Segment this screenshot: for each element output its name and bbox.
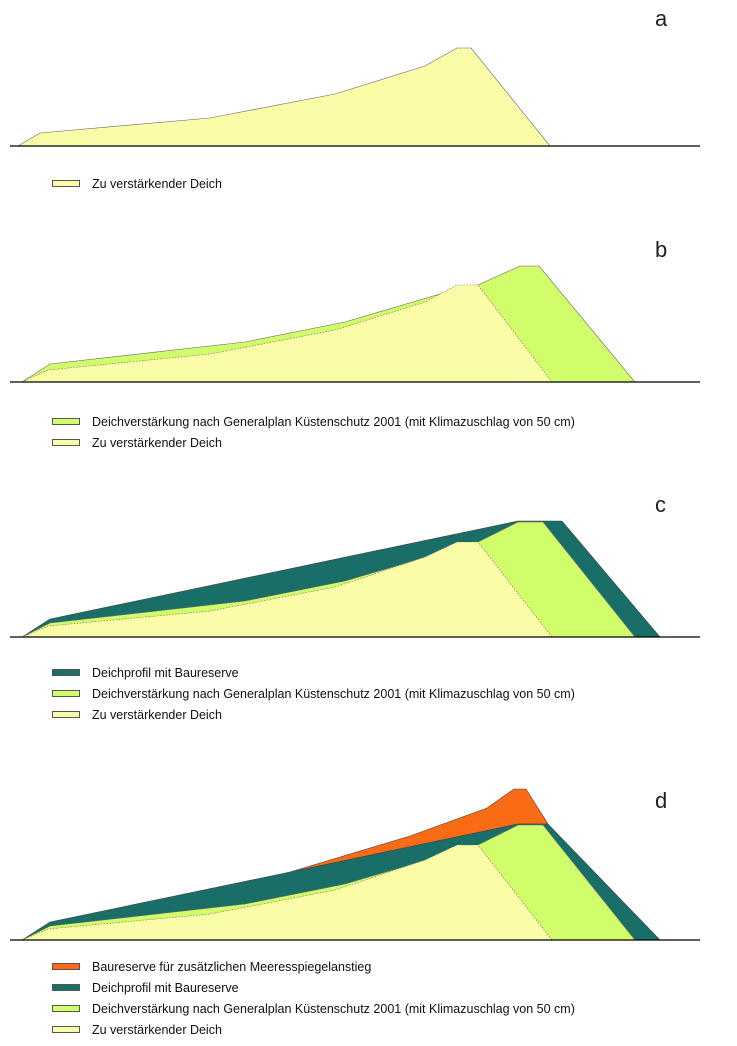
legend-c: Deichprofil mit Baureserve Deichverstärk… [52,662,575,725]
legend-item-reinforcement: Deichverstärkung nach Generalplan Küsten… [52,683,575,704]
existing-swatch [52,180,80,187]
legend-b: Deichverstärkung nach Generalplan Küsten… [52,411,575,453]
legend-a: Zu verstärkender Deich [52,173,222,194]
legend-label: Zu verstärkender Deich [92,707,222,722]
reinforcement-swatch [52,690,80,697]
existing-dike-shape [16,47,551,147]
legend-item-existing: Zu verstärkender Deich [52,1019,575,1040]
legend-item-reserve: Deichprofil mit Baureserve [52,662,575,683]
legend-item-reinforcement: Deichverstärkung nach Generalplan Küsten… [52,411,575,432]
legend-label: Zu verstärkender Deich [92,176,222,191]
panel-label-b: b [655,237,668,262]
legend-item-existing: Zu verstärkender Deich [52,432,575,453]
existing-dike-shape [21,844,553,941]
reserve-swatch [52,984,80,991]
panel-label-d: d [655,788,668,813]
dike-profile-c [10,520,700,638]
existing-swatch [52,1026,80,1033]
existing-swatch [52,439,80,446]
existing-swatch [52,711,80,718]
dike-profile-b [10,265,700,383]
legend-label: Deichverstärkung nach Generalplan Küsten… [92,414,575,429]
dike-profile-d [10,788,700,941]
legend-d: Baureserve für zusätzlichen Meeresspiege… [52,956,575,1040]
reinforcement-swatch [52,1005,80,1012]
legend-item-reinforcement: Deichverstärkung nach Generalplan Küsten… [52,998,575,1019]
legend-item-sealevel: Baureserve für zusätzlichen Meeresspiege… [52,956,575,977]
dike-profile-a [10,47,700,147]
legend-label: Deichverstärkung nach Generalplan Küsten… [92,686,575,701]
legend-item-existing: Zu verstärkender Deich [52,173,222,194]
legend-item-reserve: Deichprofil mit Baureserve [52,977,575,998]
legend-label: Zu verstärkender Deich [92,1022,222,1037]
panel-label-c: c [655,492,666,517]
legend-label: Deichverstärkung nach Generalplan Küsten… [92,1001,575,1016]
reinforcement-swatch [52,418,80,425]
existing-dike-shape [21,541,553,638]
legend-item-existing: Zu verstärkender Deich [52,704,575,725]
reserve-swatch [52,669,80,676]
existing-dike-shape [21,284,553,383]
legend-label: Baureserve für zusätzlichen Meeresspiege… [92,959,372,974]
sealevel-swatch [52,963,80,970]
panel-label-a: a [655,6,668,31]
legend-label: Deichprofil mit Baureserve [92,980,239,995]
legend-label: Deichprofil mit Baureserve [92,665,239,680]
legend-label: Zu verstärkender Deich [92,435,222,450]
